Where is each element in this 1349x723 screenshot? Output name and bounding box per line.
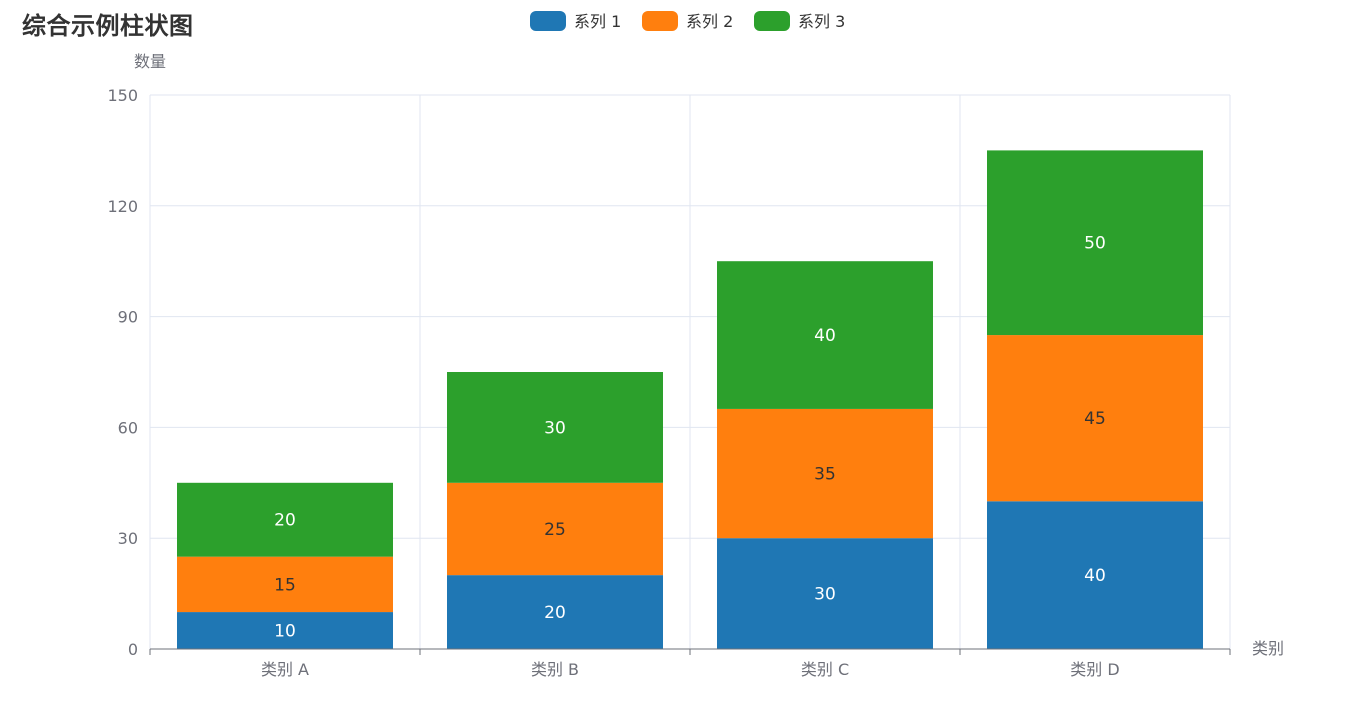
legend-label: 系列 2 — [686, 12, 733, 31]
bar-value-label: 10 — [274, 622, 296, 642]
bar-value-label: 30 — [814, 585, 836, 605]
legend-label: 系列 3 — [798, 12, 845, 31]
bar-segment[interactable] — [717, 538, 933, 649]
x-tick-label: 类别 D — [1070, 660, 1119, 679]
legend-item[interactable]: 系列 3 — [754, 11, 845, 31]
chart-title: 综合示例柱状图 — [22, 12, 194, 40]
y-tick-label: 0 — [128, 640, 138, 659]
bar-value-label: 50 — [1084, 234, 1106, 254]
bar-segment[interactable] — [987, 150, 1203, 336]
y-axis-title: 数量 — [134, 52, 166, 71]
legend-label: 系列 1 — [574, 12, 621, 31]
bar-value-label: 20 — [544, 603, 566, 623]
bar-segment[interactable] — [447, 482, 663, 576]
legend-item[interactable]: 系列 1 — [530, 11, 621, 31]
legend-swatch — [530, 11, 566, 31]
bar-segment[interactable] — [177, 556, 393, 613]
y-tick-label: 150 — [107, 86, 138, 105]
legend-item[interactable]: 系列 2 — [642, 11, 733, 31]
y-tick-label: 60 — [118, 418, 138, 437]
bar-value-label: 20 — [274, 511, 296, 531]
bar-value-label: 30 — [544, 418, 566, 438]
legend[interactable]: 系列 1 系列 2 系列 3 — [530, 11, 845, 31]
bar-value-label: 40 — [814, 326, 836, 346]
bar-segment[interactable] — [447, 575, 663, 649]
bar-value-label: 35 — [814, 465, 836, 485]
x-tick-label: 类别 C — [801, 660, 849, 679]
bar-segment[interactable] — [447, 372, 663, 483]
legend-swatch — [754, 11, 790, 31]
bars-layer: 10 15 20 20 25 30 30 35 40 40 45 50 — [177, 150, 1203, 649]
y-tick-label: 90 — [118, 308, 138, 327]
bar-segment[interactable] — [717, 408, 933, 539]
bar-value-label: 15 — [274, 575, 296, 595]
x-tick-label: 类别 A — [261, 660, 309, 679]
bar-segment[interactable] — [987, 335, 1203, 502]
y-tick-label: 30 — [118, 529, 138, 548]
legend-swatch — [642, 11, 678, 31]
bar-segment[interactable] — [717, 261, 933, 409]
x-tick-label: 类别 B — [531, 660, 579, 679]
y-tick-label: 120 — [107, 197, 138, 216]
bar-value-label: 40 — [1084, 566, 1106, 586]
bar-segment[interactable] — [177, 612, 393, 649]
bar-value-label: 25 — [544, 520, 566, 540]
bar-segment[interactable] — [987, 501, 1203, 649]
bar-value-label: 45 — [1084, 409, 1106, 429]
bar-segment[interactable] — [177, 482, 393, 557]
x-axis-title: 类别 — [1252, 639, 1284, 658]
